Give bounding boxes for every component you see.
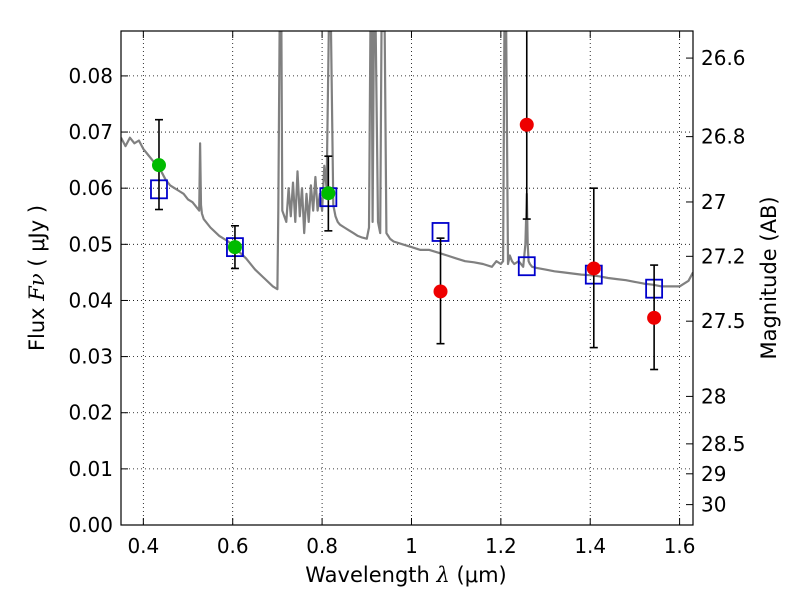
plot-layer bbox=[121, 31, 693, 371]
frame-layer bbox=[120, 30, 694, 526]
y-tick-label: 0.03 bbox=[68, 345, 113, 369]
x-tick-label: 1.4 bbox=[574, 534, 606, 558]
mag-tick-label: 27.5 bbox=[701, 309, 746, 333]
red-point bbox=[519, 117, 534, 132]
mag-tick-label: 26.6 bbox=[701, 46, 746, 70]
mag-tick-label: 28 bbox=[701, 384, 726, 408]
y-tick-label: 0.07 bbox=[68, 120, 113, 144]
y-tick-label: 0.00 bbox=[68, 513, 113, 537]
x-tick-label: 1 bbox=[405, 534, 418, 558]
x-tick-label: 0.4 bbox=[127, 534, 159, 558]
x-tick-label: 1.2 bbox=[485, 534, 517, 558]
detection-point bbox=[227, 240, 242, 255]
y-tick-label: 0.04 bbox=[68, 288, 113, 312]
red-point bbox=[586, 261, 601, 276]
y-tick-label: 0.08 bbox=[68, 64, 113, 88]
mag-tick-label: 28.5 bbox=[701, 432, 746, 456]
x-axis-title: Wavelength λ (μm) bbox=[305, 563, 506, 587]
y-tick-label: 0.06 bbox=[68, 176, 113, 200]
model-spectrum-line bbox=[121, 31, 693, 291]
y-axis-title: Flux Fν ( μJy ) bbox=[25, 205, 49, 351]
mag-tick-label: 29 bbox=[701, 462, 726, 486]
model-photometry-square bbox=[517, 256, 536, 277]
tick-layer: 0.4 0.6 0.8 1 1.2 1.4 1.6 0.00 0.01 0.02 0.03 0.04 0… bbox=[68, 31, 746, 558]
mag-tick-label: 26.8 bbox=[701, 125, 746, 149]
x-tick-label: 0.6 bbox=[217, 534, 249, 558]
y2-axis-title: Magnitude (AB) bbox=[757, 196, 781, 359]
y-tick-label: 0.05 bbox=[68, 232, 113, 256]
detection-point bbox=[151, 158, 166, 173]
y-tick-label: 0.01 bbox=[68, 457, 113, 481]
x-tick-label: 1.6 bbox=[664, 534, 696, 558]
mag-tick-label: 27.2 bbox=[701, 244, 746, 268]
red-point bbox=[647, 310, 662, 325]
mag-tick-label: 27 bbox=[701, 190, 726, 214]
detection-point bbox=[321, 186, 336, 201]
red-point bbox=[433, 284, 448, 299]
mag-tick-label: 30 bbox=[701, 493, 726, 517]
y-tick-label: 0.02 bbox=[68, 401, 113, 425]
x-tick-label: 0.8 bbox=[306, 534, 338, 558]
plot-frame bbox=[120, 30, 694, 526]
